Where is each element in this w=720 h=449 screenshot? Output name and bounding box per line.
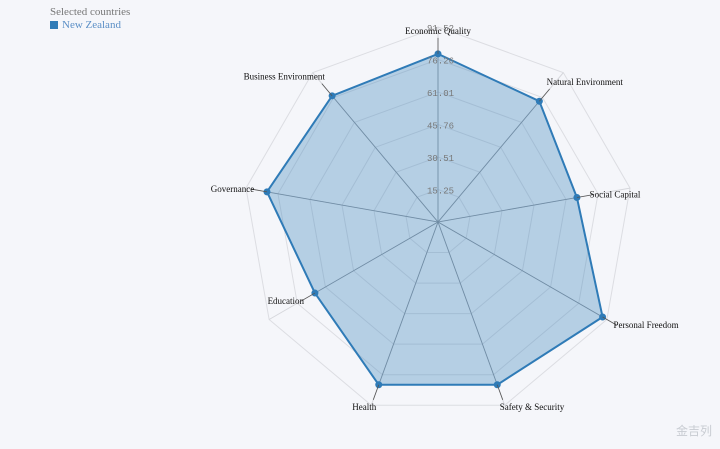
axis-label: Health [352,402,376,412]
legend-title: Selected countries [50,6,131,18]
axis-label: Governance [211,184,254,194]
data-spoke [437,197,577,223]
tick-label: 61.01 [427,89,454,99]
data-spoke [331,95,439,223]
grid-ring [245,26,631,406]
legend: Selected countries New Zealand [50,6,130,31]
axis-label: Social Capital [590,190,641,200]
series-area [265,52,604,386]
data-spoke [437,221,498,385]
data-spoke [437,100,540,223]
label-leader [576,194,593,198]
grid-ring [277,58,599,376]
label-leader [251,188,268,193]
data-spoke [314,221,439,294]
data-spoke [437,221,603,318]
tick-label: 76.26 [427,57,454,67]
axis-label: Business Environment [244,72,326,82]
legend-item-new-zealand[interactable]: New Zealand [50,19,130,31]
label-leader [496,384,504,400]
axis-label: Safety & Security [500,402,565,412]
label-leader [602,316,617,326]
axis-label: Natural Environment [547,77,624,87]
data-spoke [378,221,439,385]
legend-swatch [50,21,58,29]
grid-ring [309,91,567,345]
legend-item-label: New Zealand [62,19,121,31]
tick-label: 15.25 [427,187,454,197]
label-leader [372,384,380,400]
label-leader [539,88,550,102]
axis-label: Personal Freedom [613,320,678,330]
data-spoke [266,191,439,223]
tick-label: 30.51 [427,154,454,164]
tick-label: 45.76 [427,122,454,132]
label-leader [321,83,333,97]
watermark-logo: 金吉列 [675,424,712,438]
axis-label: Education [268,296,305,306]
grid-ring [341,123,535,315]
grid-ring [373,156,503,284]
tick-label: 91.52 [427,24,454,34]
axis-label: Economic Quality [405,26,471,36]
grid-ring [405,188,471,254]
label-leader [300,292,316,302]
